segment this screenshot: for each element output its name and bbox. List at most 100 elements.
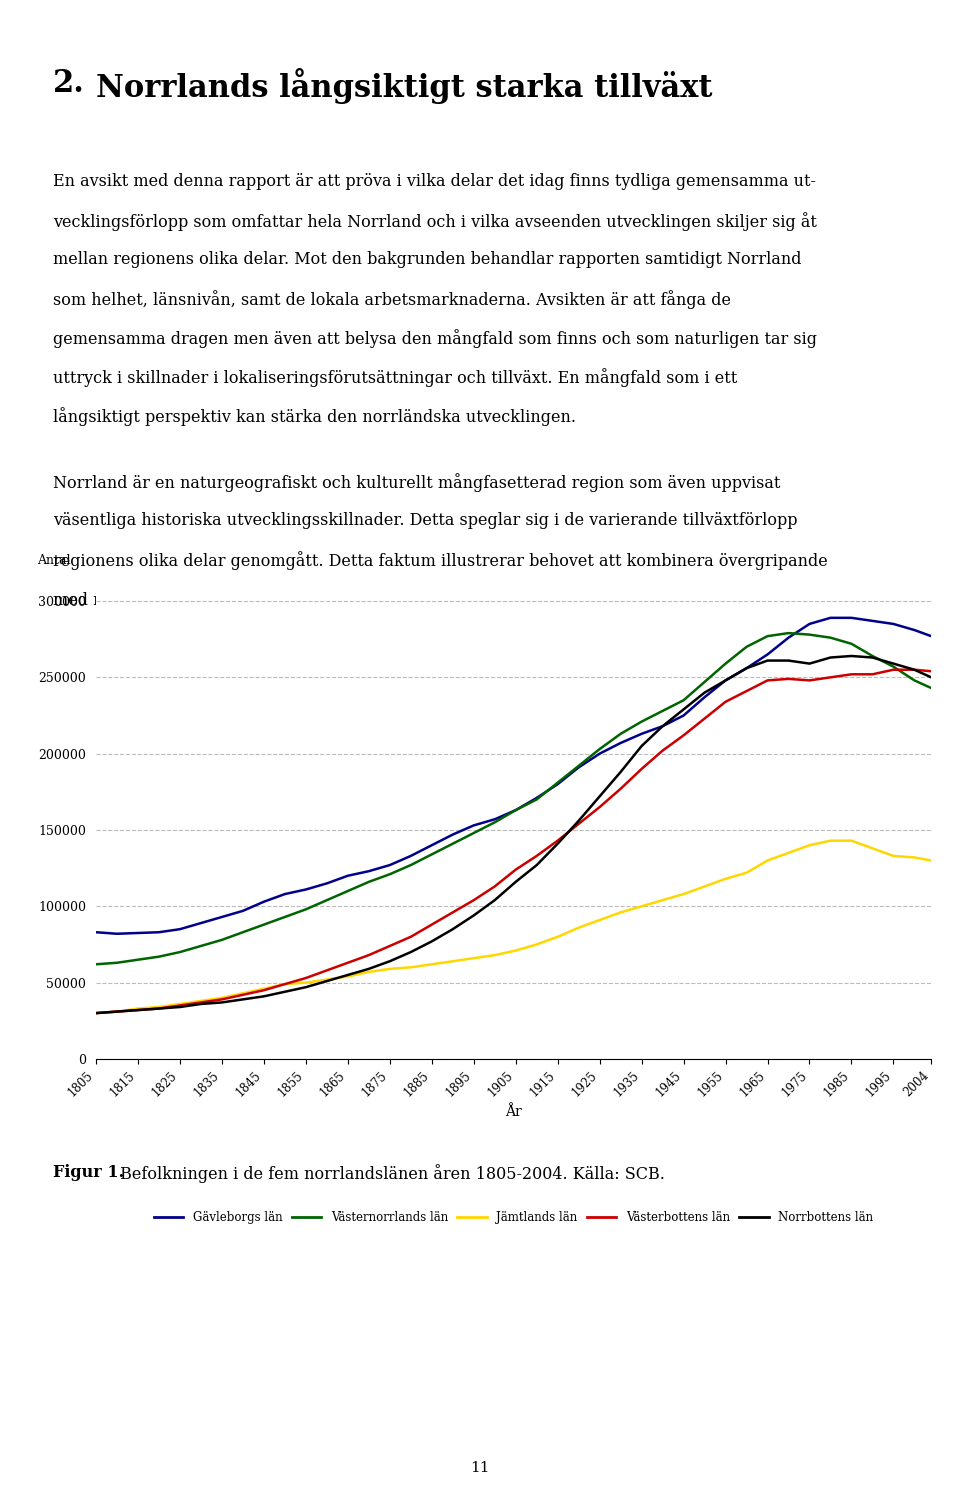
Jämtlands län bbox=[720, 870, 732, 888]
Norrbottens län bbox=[531, 856, 542, 874]
Norrbottens län bbox=[594, 787, 606, 805]
Jämtlands län bbox=[531, 936, 542, 954]
Gävleborgs län bbox=[657, 716, 668, 734]
Jämtlands län bbox=[384, 960, 396, 978]
Gävleborgs län bbox=[594, 745, 606, 763]
Gävleborgs län bbox=[804, 614, 815, 632]
Text: långsiktigt perspektiv kan stärka den norrländska utvecklingen.: långsiktigt perspektiv kan stärka den no… bbox=[53, 407, 576, 427]
Gävleborgs län bbox=[384, 856, 396, 874]
Västernorrlands län bbox=[510, 801, 521, 819]
Västernorrlands län bbox=[888, 658, 900, 676]
Text: Norrlands långsiktigt starka tillväxt: Norrlands långsiktigt starka tillväxt bbox=[96, 68, 712, 104]
Gävleborgs län bbox=[678, 706, 689, 724]
Gävleborgs län bbox=[279, 885, 291, 903]
Jämtlands län bbox=[909, 849, 921, 867]
Norrbottens län bbox=[867, 649, 878, 667]
Gävleborgs län bbox=[195, 915, 206, 933]
Gävleborgs län bbox=[761, 646, 773, 664]
Västernorrlands län bbox=[909, 671, 921, 689]
Västerbottens län bbox=[678, 727, 689, 745]
Gävleborgs län bbox=[867, 611, 878, 629]
Jämtlands län bbox=[447, 952, 459, 970]
Jämtlands län bbox=[846, 832, 857, 850]
Västerbottens län bbox=[657, 742, 668, 760]
Västerbottens län bbox=[489, 877, 500, 895]
Västerbottens län bbox=[720, 692, 732, 710]
Jämtlands län bbox=[426, 955, 438, 973]
Norrbottens län bbox=[174, 997, 185, 1015]
Norrbottens län bbox=[342, 966, 353, 984]
Text: väsentliga historiska utvecklingsskillnader. Detta speglar sig i de varierande t: väsentliga historiska utvecklingsskillna… bbox=[53, 512, 798, 529]
Gävleborgs län bbox=[111, 925, 123, 943]
Västernorrlands län bbox=[678, 691, 689, 709]
Västerbottens län bbox=[447, 903, 459, 921]
Västerbottens län bbox=[342, 954, 353, 972]
Norrbottens län bbox=[825, 649, 836, 667]
Västerbottens län bbox=[825, 668, 836, 686]
Gävleborgs län bbox=[925, 628, 937, 646]
Västerbottens län bbox=[154, 999, 165, 1017]
Norrbottens län bbox=[761, 652, 773, 670]
Jämtlands län bbox=[657, 891, 668, 909]
Västernorrlands län bbox=[426, 846, 438, 864]
Norrbottens län bbox=[614, 763, 626, 781]
Västerbottens län bbox=[552, 832, 564, 850]
Norrbottens län bbox=[279, 982, 291, 1000]
Västerbottens län bbox=[468, 891, 479, 909]
Västerbottens län bbox=[405, 928, 417, 946]
Norrbottens län bbox=[741, 659, 753, 677]
Norrbottens län bbox=[363, 960, 374, 978]
Västernorrlands län bbox=[614, 725, 626, 743]
Gävleborgs län bbox=[300, 880, 312, 898]
Jämtlands län bbox=[636, 897, 647, 915]
Västerbottens län bbox=[925, 662, 937, 680]
Västernorrlands län bbox=[384, 865, 396, 883]
Norrbottens län bbox=[804, 655, 815, 673]
Västernorrlands län bbox=[925, 679, 937, 697]
Text: gemensamma dragen men även att belysa den mångfald som finns och som naturligen : gemensamma dragen men även att belysa de… bbox=[53, 329, 817, 348]
Västernorrlands län bbox=[468, 825, 479, 843]
Västernorrlands län bbox=[657, 701, 668, 719]
Norrbottens län bbox=[154, 999, 165, 1017]
Gävleborgs län bbox=[363, 862, 374, 880]
Västernorrlands län bbox=[174, 943, 185, 961]
Gävleborgs län bbox=[90, 924, 102, 942]
Västernorrlands län bbox=[342, 882, 353, 900]
Text: uttryck i skillnader i lokaliseringsförutsättningar och tillväxt. En mångfald so: uttryck i skillnader i lokaliseringsföru… bbox=[53, 368, 737, 388]
Jämtlands län bbox=[825, 832, 836, 850]
Jämtlands län bbox=[154, 997, 165, 1015]
Jämtlands län bbox=[258, 979, 270, 997]
Text: regionens olika delar genomgått. Detta faktum illustrerar behovet att kombinera : regionens olika delar genomgått. Detta f… bbox=[53, 551, 828, 571]
Norrbottens län bbox=[321, 972, 332, 990]
Gävleborgs län bbox=[216, 907, 228, 925]
Norrbottens län bbox=[426, 933, 438, 951]
Norrbottens län bbox=[405, 943, 417, 961]
Gävleborgs län bbox=[468, 817, 479, 835]
Gävleborgs län bbox=[426, 837, 438, 855]
Västerbottens län bbox=[909, 661, 921, 679]
Västerbottens län bbox=[867, 665, 878, 683]
Västernorrlands län bbox=[154, 948, 165, 966]
Norrbottens län bbox=[384, 952, 396, 970]
Västernorrlands län bbox=[405, 856, 417, 874]
Norrbottens län bbox=[447, 921, 459, 939]
Norrbottens län bbox=[657, 716, 668, 734]
Jämtlands län bbox=[510, 942, 521, 960]
Jämtlands län bbox=[90, 1005, 102, 1023]
Gävleborgs län bbox=[132, 924, 144, 942]
Gävleborgs län bbox=[258, 892, 270, 910]
Text: mellan regionens olika delar. Mot den bakgrunden behandlar rapporten samtidigt N: mellan regionens olika delar. Mot den ba… bbox=[53, 251, 802, 267]
Norrbottens län bbox=[782, 652, 794, 670]
Västernorrlands län bbox=[804, 626, 815, 644]
Västerbottens län bbox=[531, 847, 542, 865]
Jämtlands län bbox=[761, 852, 773, 870]
Gävleborgs län bbox=[552, 775, 564, 793]
X-axis label: År: År bbox=[505, 1104, 522, 1119]
Gävleborgs län bbox=[154, 924, 165, 942]
Gävleborgs län bbox=[741, 659, 753, 677]
Gävleborgs län bbox=[489, 810, 500, 828]
Gävleborgs län bbox=[510, 801, 521, 819]
Jämtlands län bbox=[678, 885, 689, 903]
Västernorrlands län bbox=[279, 907, 291, 925]
Västernorrlands län bbox=[489, 814, 500, 832]
